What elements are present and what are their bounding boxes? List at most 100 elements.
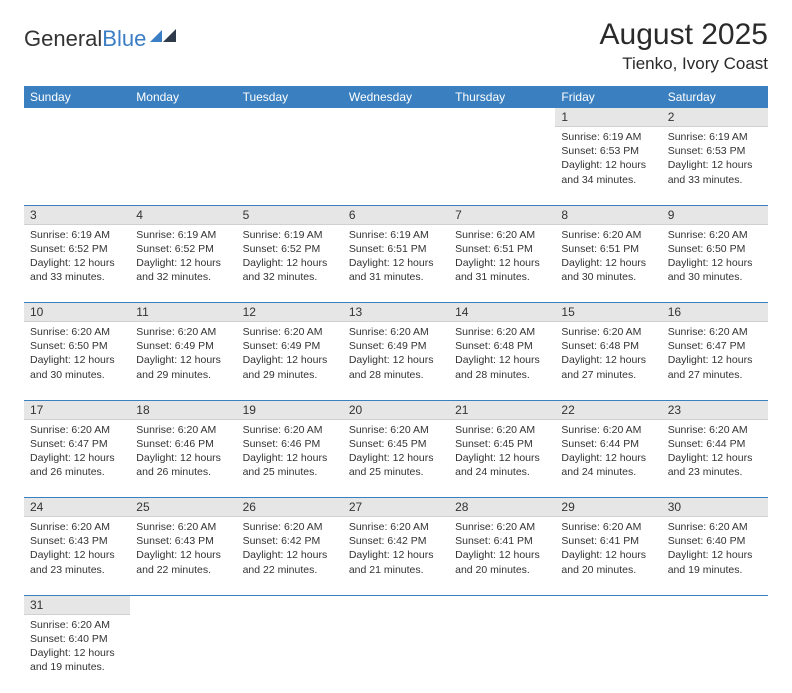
day-number: 12 — [237, 303, 343, 322]
week-row: Sunrise: 6:20 AMSunset: 6:50 PMDaylight:… — [24, 322, 768, 400]
day-cell: Sunrise: 6:20 AMSunset: 6:45 PMDaylight:… — [343, 420, 449, 498]
day-number — [343, 596, 449, 600]
sunset-text: Sunset: 6:49 PM — [349, 339, 443, 353]
sunset-text: Sunset: 6:40 PM — [668, 534, 762, 548]
daylight-text: Daylight: 12 hours and 19 minutes. — [668, 548, 762, 576]
day-number: 9 — [662, 206, 768, 225]
day-number: 8 — [555, 206, 661, 225]
day-number — [449, 108, 555, 112]
day-cell — [555, 615, 661, 693]
day-number — [130, 596, 236, 600]
sunset-text: Sunset: 6:45 PM — [455, 437, 549, 451]
sunrise-text: Sunrise: 6:20 AM — [136, 325, 230, 339]
month-title: August 2025 — [600, 18, 768, 52]
day-details: Sunrise: 6:20 AMSunset: 6:45 PMDaylight:… — [449, 420, 555, 486]
week-row: Sunrise: 6:19 AMSunset: 6:52 PMDaylight:… — [24, 225, 768, 303]
day-details: Sunrise: 6:20 AMSunset: 6:41 PMDaylight:… — [555, 517, 661, 583]
day-number: 10 — [24, 303, 130, 322]
daynum-row: 12 — [24, 108, 768, 127]
sunset-text: Sunset: 6:44 PM — [561, 437, 655, 451]
day-cell — [24, 127, 130, 205]
sunset-text: Sunset: 6:43 PM — [30, 534, 124, 548]
sunset-text: Sunset: 6:42 PM — [243, 534, 337, 548]
daynum-row: 24252627282930 — [24, 498, 768, 517]
sunrise-text: Sunrise: 6:20 AM — [30, 325, 124, 339]
day-number: 19 — [237, 401, 343, 420]
daylight-text: Daylight: 12 hours and 19 minutes. — [30, 646, 124, 674]
sunset-text: Sunset: 6:51 PM — [561, 242, 655, 256]
sunset-text: Sunset: 6:49 PM — [243, 339, 337, 353]
sunset-text: Sunset: 6:43 PM — [136, 534, 230, 548]
daylight-text: Daylight: 12 hours and 26 minutes. — [30, 451, 124, 479]
day-cell: Sunrise: 6:20 AMSunset: 6:49 PMDaylight:… — [237, 322, 343, 400]
sunrise-text: Sunrise: 6:20 AM — [455, 520, 549, 534]
day-number: 16 — [662, 303, 768, 322]
daylight-text: Daylight: 12 hours and 29 minutes. — [243, 353, 337, 381]
sunset-text: Sunset: 6:41 PM — [561, 534, 655, 548]
sunset-text: Sunset: 6:42 PM — [349, 534, 443, 548]
daylight-text: Daylight: 12 hours and 22 minutes. — [243, 548, 337, 576]
day-details: Sunrise: 6:20 AMSunset: 6:47 PMDaylight:… — [662, 322, 768, 388]
day-details: Sunrise: 6:19 AMSunset: 6:51 PMDaylight:… — [343, 225, 449, 291]
sunset-text: Sunset: 6:51 PM — [455, 242, 549, 256]
sunrise-text: Sunrise: 6:20 AM — [349, 520, 443, 534]
daylight-text: Daylight: 12 hours and 28 minutes. — [455, 353, 549, 381]
day-cell: Sunrise: 6:20 AMSunset: 6:47 PMDaylight:… — [24, 420, 130, 498]
week-row: Sunrise: 6:19 AMSunset: 6:53 PMDaylight:… — [24, 127, 768, 205]
sunrise-text: Sunrise: 6:19 AM — [243, 228, 337, 242]
day-cell — [343, 615, 449, 693]
day-cell: Sunrise: 6:19 AMSunset: 6:52 PMDaylight:… — [237, 225, 343, 303]
sunrise-text: Sunrise: 6:20 AM — [349, 423, 443, 437]
day-details: Sunrise: 6:20 AMSunset: 6:43 PMDaylight:… — [24, 517, 130, 583]
daylight-text: Daylight: 12 hours and 30 minutes. — [561, 256, 655, 284]
day-number — [662, 596, 768, 600]
day-cell: Sunrise: 6:20 AMSunset: 6:41 PMDaylight:… — [555, 517, 661, 595]
sunset-text: Sunset: 6:47 PM — [30, 437, 124, 451]
sunrise-text: Sunrise: 6:19 AM — [136, 228, 230, 242]
sunset-text: Sunset: 6:50 PM — [668, 242, 762, 256]
day-details: Sunrise: 6:20 AMSunset: 6:48 PMDaylight:… — [555, 322, 661, 388]
day-details: Sunrise: 6:20 AMSunset: 6:46 PMDaylight:… — [130, 420, 236, 486]
logo: GeneralBlue — [24, 26, 176, 52]
weekday-header: Friday — [555, 86, 661, 108]
sunrise-text: Sunrise: 6:20 AM — [136, 423, 230, 437]
sunrise-text: Sunrise: 6:20 AM — [455, 423, 549, 437]
day-cell: Sunrise: 6:20 AMSunset: 6:40 PMDaylight:… — [662, 517, 768, 595]
day-number — [343, 108, 449, 112]
sunrise-text: Sunrise: 6:19 AM — [668, 130, 762, 144]
sunrise-text: Sunrise: 6:20 AM — [136, 520, 230, 534]
sunrise-text: Sunrise: 6:20 AM — [30, 423, 124, 437]
day-number: 11 — [130, 303, 236, 322]
week-row: Sunrise: 6:20 AMSunset: 6:47 PMDaylight:… — [24, 420, 768, 498]
day-details: Sunrise: 6:20 AMSunset: 6:49 PMDaylight:… — [130, 322, 236, 388]
day-number: 24 — [24, 498, 130, 517]
week-row: Sunrise: 6:20 AMSunset: 6:43 PMDaylight:… — [24, 517, 768, 595]
day-cell: Sunrise: 6:20 AMSunset: 6:42 PMDaylight:… — [237, 517, 343, 595]
day-details: Sunrise: 6:20 AMSunset: 6:50 PMDaylight:… — [662, 225, 768, 291]
day-number — [237, 108, 343, 112]
sunset-text: Sunset: 6:53 PM — [561, 144, 655, 158]
sunset-text: Sunset: 6:49 PM — [136, 339, 230, 353]
sunset-text: Sunset: 6:46 PM — [136, 437, 230, 451]
day-number: 30 — [662, 498, 768, 517]
daylight-text: Daylight: 12 hours and 20 minutes. — [455, 548, 549, 576]
sunrise-text: Sunrise: 6:20 AM — [561, 228, 655, 242]
day-number: 29 — [555, 498, 661, 517]
sunset-text: Sunset: 6:53 PM — [668, 144, 762, 158]
day-details: Sunrise: 6:20 AMSunset: 6:44 PMDaylight:… — [555, 420, 661, 486]
daylight-text: Daylight: 12 hours and 33 minutes. — [668, 158, 762, 186]
day-details: Sunrise: 6:20 AMSunset: 6:47 PMDaylight:… — [24, 420, 130, 486]
day-cell: Sunrise: 6:20 AMSunset: 6:44 PMDaylight:… — [662, 420, 768, 498]
day-cell — [130, 127, 236, 205]
day-number — [130, 108, 236, 112]
day-details: Sunrise: 6:20 AMSunset: 6:51 PMDaylight:… — [555, 225, 661, 291]
daylight-text: Daylight: 12 hours and 31 minutes. — [349, 256, 443, 284]
day-cell: Sunrise: 6:20 AMSunset: 6:41 PMDaylight:… — [449, 517, 555, 595]
location: Tienko, Ivory Coast — [600, 54, 768, 74]
day-cell: Sunrise: 6:20 AMSunset: 6:45 PMDaylight:… — [449, 420, 555, 498]
sunset-text: Sunset: 6:46 PM — [243, 437, 337, 451]
day-number: 23 — [662, 401, 768, 420]
daylight-text: Daylight: 12 hours and 24 minutes. — [561, 451, 655, 479]
day-number: 2 — [662, 108, 768, 127]
day-number: 25 — [130, 498, 236, 517]
